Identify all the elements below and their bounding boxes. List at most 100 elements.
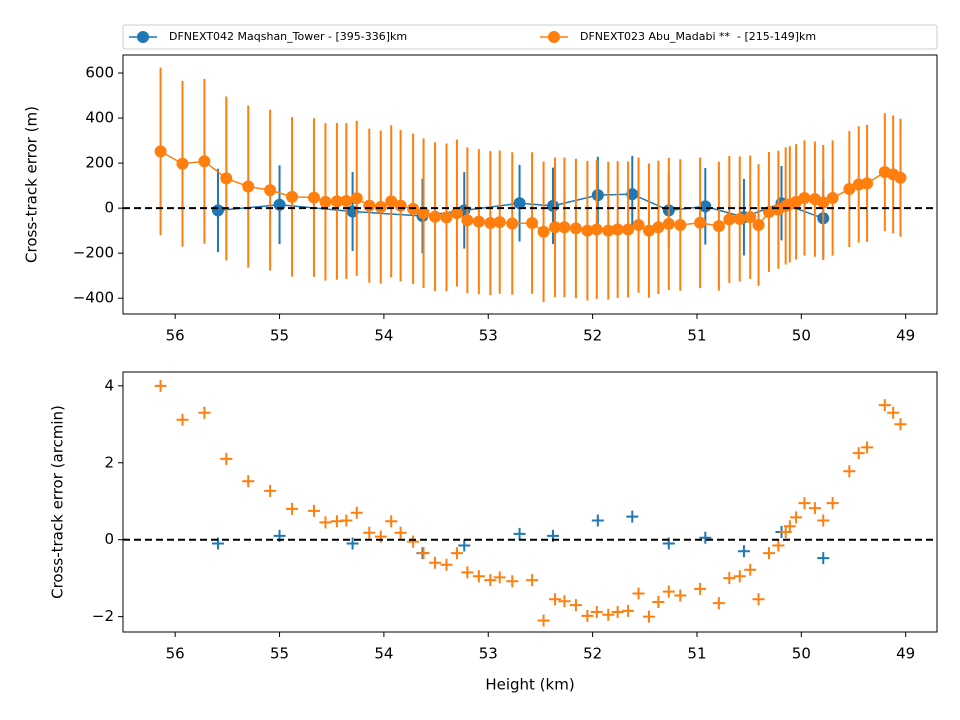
y-axis-label: Cross-track error (arcmin)	[49, 405, 67, 599]
x-tick-label: 54	[374, 645, 393, 663]
point	[176, 157, 189, 170]
plus-marker	[798, 497, 811, 510]
point	[461, 214, 474, 227]
plus-marker	[887, 406, 900, 419]
plus-marker	[733, 570, 746, 583]
point	[394, 199, 407, 212]
y-tick-label: −2	[92, 607, 114, 625]
plus-marker	[817, 552, 830, 565]
plus-marker	[674, 589, 687, 602]
point	[694, 216, 707, 229]
plus-marker	[611, 606, 624, 618]
point	[626, 188, 639, 201]
point	[843, 183, 856, 196]
point	[733, 212, 746, 225]
x-tick-label: 49	[896, 327, 915, 345]
y-tick-label: 0	[104, 199, 114, 217]
legend-marker	[137, 31, 149, 43]
plus-marker	[493, 571, 506, 584]
point	[752, 219, 765, 232]
legend-label: DFNEXT023 Abu_Madabi ** - [215-149]km	[580, 30, 816, 43]
plus-marker	[852, 447, 865, 460]
point	[642, 224, 655, 237]
point	[652, 221, 665, 234]
point	[712, 220, 725, 233]
plus-marker	[537, 614, 550, 627]
plus-marker	[472, 570, 485, 583]
point	[417, 207, 430, 220]
x-tick-label: 56	[166, 327, 185, 345]
point	[674, 219, 687, 232]
plus-marker	[772, 539, 785, 552]
plus-marker	[549, 593, 562, 606]
point	[330, 195, 343, 208]
x-tick-label: 50	[792, 327, 811, 345]
point	[242, 180, 255, 193]
point	[590, 223, 603, 236]
point	[699, 200, 712, 213]
plus-marker	[591, 514, 604, 527]
plus-marker	[417, 547, 430, 560]
plus-marker	[461, 566, 474, 579]
point	[622, 223, 635, 236]
point	[307, 191, 320, 204]
legend-marker	[548, 31, 560, 43]
point	[798, 192, 811, 205]
point	[526, 217, 539, 230]
plus-marker	[762, 547, 775, 560]
x-tick-label: 49	[896, 645, 915, 663]
plus-marker	[319, 516, 332, 529]
plus-marker	[878, 399, 891, 412]
plus-marker	[286, 502, 299, 515]
x-tick-label: 53	[479, 645, 498, 663]
y-tick-label: 0	[104, 530, 114, 548]
point	[569, 222, 582, 235]
x-axis-label: Height (km)	[485, 676, 574, 694]
plus-marker	[506, 575, 519, 588]
point	[611, 223, 624, 236]
x-tick-label: 56	[166, 645, 185, 663]
point	[744, 211, 757, 224]
plus-marker	[843, 465, 856, 478]
plus-marker	[744, 563, 757, 576]
point	[319, 195, 332, 208]
plus-marker	[861, 441, 874, 454]
axes-frame	[122, 371, 938, 633]
point	[198, 155, 211, 168]
point	[220, 172, 233, 185]
plus-marker	[484, 574, 497, 587]
plus-marker	[642, 610, 655, 623]
y-tick-label: 200	[85, 154, 114, 172]
plus-marker	[513, 527, 526, 540]
plus-marker	[526, 574, 539, 587]
x-tick-label: 52	[583, 327, 602, 345]
plus-marker	[385, 515, 398, 528]
plus-marker	[723, 572, 736, 585]
point	[350, 192, 363, 205]
point	[513, 197, 526, 210]
plus-marker	[817, 514, 830, 527]
point	[506, 217, 519, 230]
point	[591, 189, 604, 202]
plus-marker	[662, 585, 675, 598]
point	[286, 190, 299, 203]
plot-area	[123, 379, 937, 627]
plus-marker	[590, 606, 603, 618]
point	[662, 217, 675, 230]
point	[472, 215, 485, 228]
plus-marker	[198, 406, 211, 419]
point	[602, 224, 615, 237]
plus-marker	[558, 595, 571, 608]
point	[484, 217, 497, 230]
legend-box	[122, 24, 938, 50]
y-tick-label: −400	[73, 289, 114, 307]
plot-area	[123, 67, 937, 303]
point	[340, 194, 353, 207]
point	[154, 145, 167, 158]
plus-marker	[220, 452, 233, 465]
y-axis-label: Cross-track error (m)	[23, 106, 41, 263]
point	[817, 196, 830, 209]
plus-marker	[790, 511, 803, 524]
